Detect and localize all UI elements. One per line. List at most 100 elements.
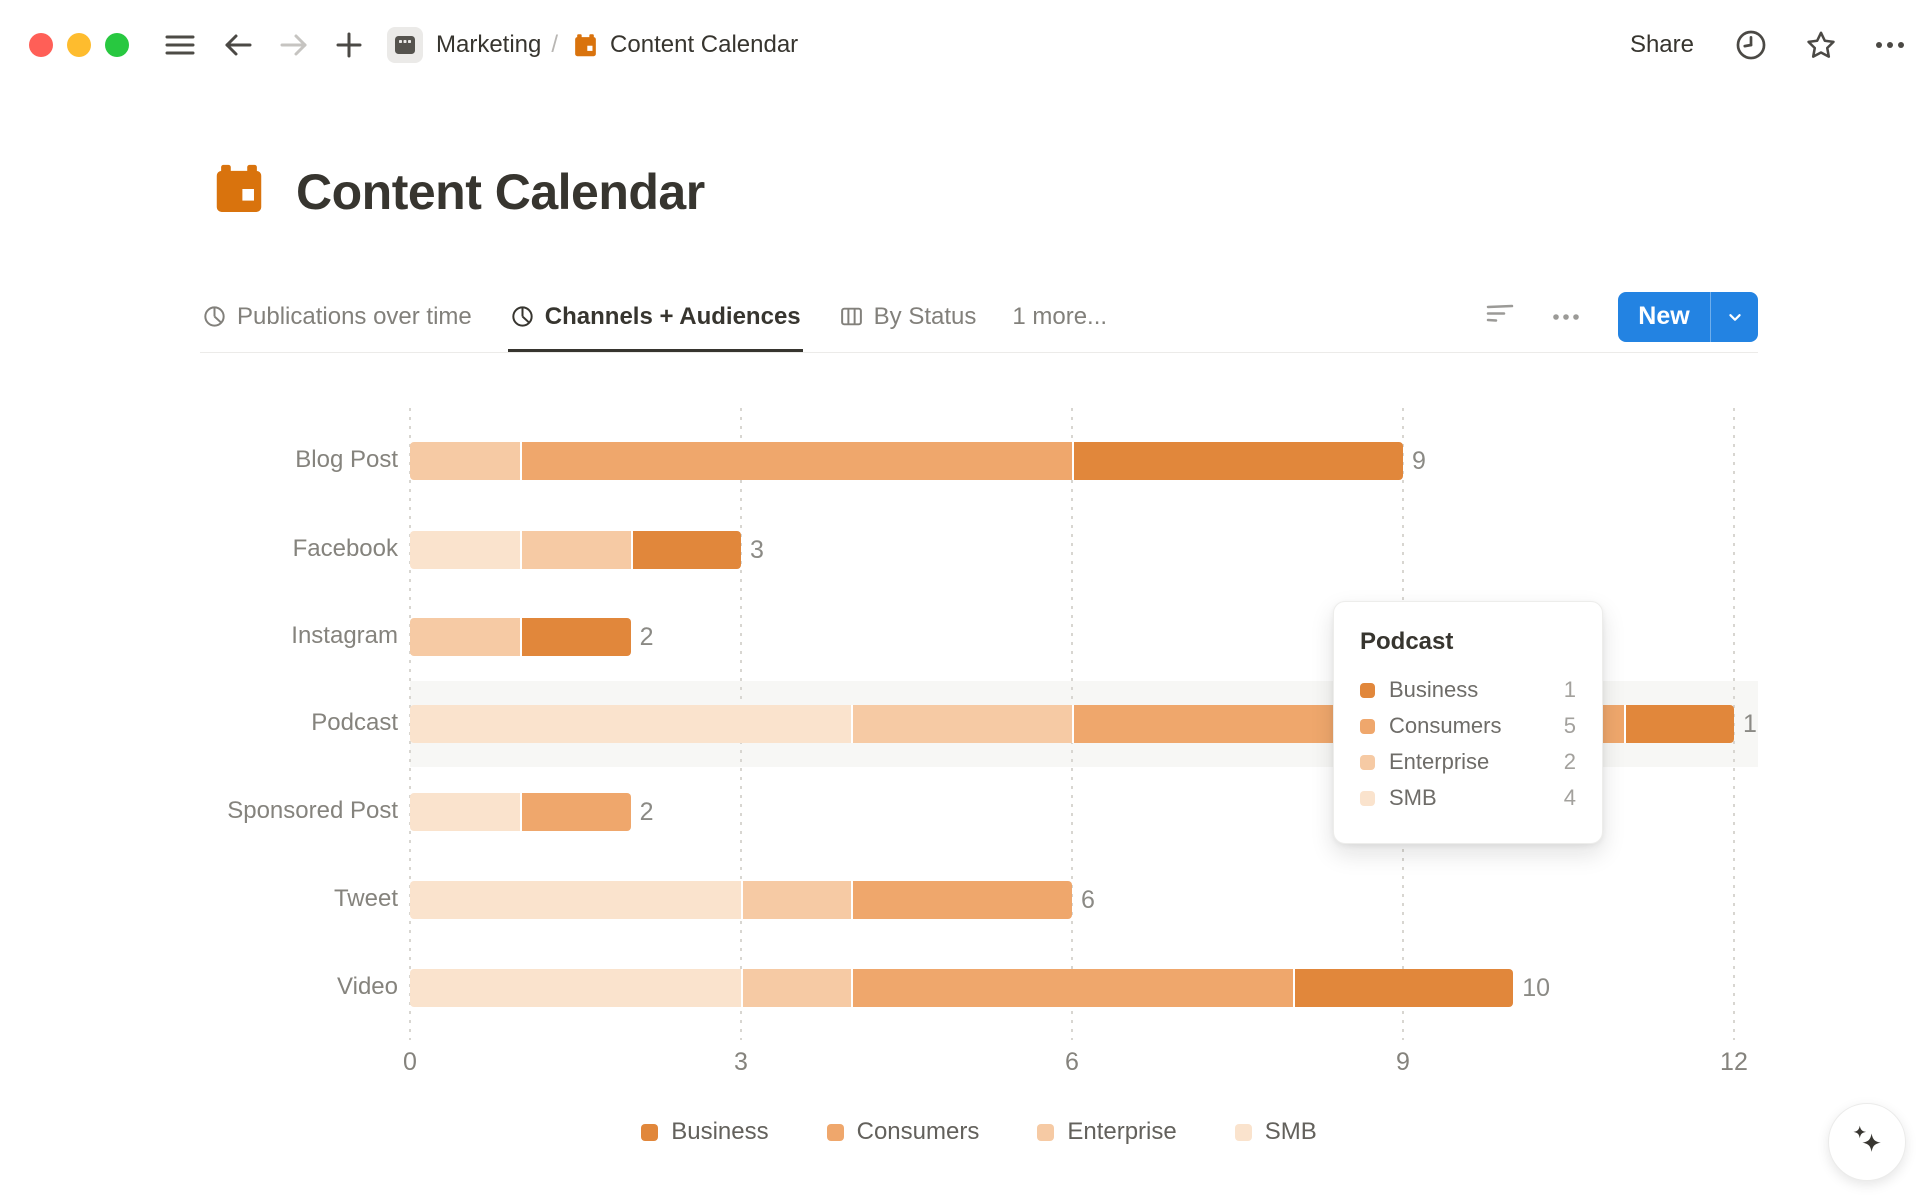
tab-by-status[interactable]: By Status	[837, 281, 979, 352]
bar-total-label: 9	[1411, 446, 1426, 475]
tooltip-series-label: Enterprise	[1389, 749, 1490, 774]
filter-sort-icon[interactable]	[1486, 302, 1514, 331]
workspace-icon[interactable]	[387, 27, 423, 63]
tooltip-row-business: Business 1	[1360, 672, 1576, 708]
bar-segment-smb[interactable]	[410, 969, 741, 1007]
chart-legend: Business Consumers Enterprise SMB	[200, 1118, 1758, 1146]
bar-segment-smb[interactable]	[410, 881, 741, 919]
legend-item-consumers[interactable]: Consumers	[826, 1118, 980, 1146]
bar-segment-business[interactable]	[1623, 705, 1734, 743]
bar-total-label: 10	[1522, 973, 1551, 1002]
bar-segment-smb[interactable]	[410, 531, 521, 569]
chevron-down-icon[interactable]	[1711, 306, 1758, 328]
legend-label: SMB	[1264, 1118, 1317, 1145]
x-axis-tick-label: 9	[1396, 1048, 1410, 1076]
tab-publications-over-time[interactable]: Publications over time	[200, 281, 474, 352]
new-button-label: New	[1638, 302, 1690, 330]
bar-segment-smb[interactable]	[410, 705, 852, 743]
legend-color-chip	[826, 1123, 844, 1141]
breadcrumb-page[interactable]: Content Calendar	[610, 31, 799, 58]
legend-item-smb[interactable]: SMB	[1234, 1118, 1317, 1146]
page-title-calendar-icon[interactable]	[210, 160, 268, 223]
tooltip-series-label: Consumers	[1389, 713, 1502, 738]
macos-zoom-button[interactable]	[105, 33, 129, 57]
share-button[interactable]: Share	[1629, 31, 1694, 58]
bar-segment-consumers[interactable]	[520, 793, 631, 831]
bar-row-facebook[interactable]: 3	[410, 531, 1758, 569]
bar-segment-business[interactable]	[1071, 442, 1403, 480]
favorite-star-icon[interactable]	[1804, 28, 1838, 62]
legend-label: Consumers	[856, 1118, 980, 1145]
tooltip-series-label: Business	[1389, 677, 1479, 702]
bar-segment-enterprise[interactable]	[410, 618, 521, 656]
tab-channels-audiences[interactable]: Channels + Audiences	[508, 281, 803, 352]
ai-assistant-button[interactable]	[1828, 1103, 1906, 1181]
tab-label: Publications over time	[237, 302, 472, 330]
bar-segment-enterprise[interactable]	[740, 881, 852, 919]
breadcrumb-workspace[interactable]: Marketing	[436, 31, 542, 58]
bar-row-instagram[interactable]: 2	[410, 618, 1758, 656]
sidebar-toggle-menu-icon[interactable]	[165, 31, 195, 59]
tooltip-series-value: 5	[1563, 713, 1576, 738]
bar-segment-enterprise[interactable]	[410, 442, 521, 480]
bar-row-video[interactable]: 10	[410, 969, 1758, 1007]
legend-label: Enterprise	[1067, 1118, 1177, 1145]
bar-total-label: 2	[639, 797, 654, 826]
x-axis-tick-label: 0	[403, 1048, 417, 1076]
new-button-divider	[1710, 291, 1711, 342]
legend-color-chip	[1037, 1123, 1055, 1141]
view-options-ellipsis-icon[interactable]	[1552, 308, 1580, 326]
gridline-x-12	[1732, 408, 1735, 1040]
bar-segment-business[interactable]	[1292, 969, 1514, 1007]
history-clock-icon[interactable]	[1734, 28, 1768, 62]
pie-chart-icon	[512, 306, 533, 327]
forward-arrow-icon[interactable]	[279, 31, 309, 59]
more-views-link[interactable]: 1 more...	[1012, 302, 1108, 330]
bar-segment-consumers[interactable]	[520, 442, 1072, 480]
macos-close-button[interactable]	[29, 33, 53, 57]
more-options-ellipsis-icon[interactable]	[1874, 40, 1906, 50]
bar-segment-business[interactable]	[630, 531, 741, 569]
tooltip-series-value: 1	[1563, 677, 1576, 702]
tooltip-row-enterprise: Enterprise 2	[1360, 744, 1576, 780]
bar-segment-consumers[interactable]	[851, 969, 1293, 1007]
legend-item-business[interactable]: Business	[641, 1118, 769, 1146]
bar-row-sponsored-post[interactable]: 2	[410, 793, 1758, 831]
bar-segment-enterprise[interactable]	[740, 969, 852, 1007]
tooltip-color-chip	[1360, 754, 1375, 770]
bar-segment-enterprise[interactable]	[520, 531, 631, 569]
bar-row-blog-post[interactable]: 9	[410, 442, 1758, 480]
tooltip-row-smb: SMB 4	[1360, 780, 1576, 816]
legend-item-enterprise[interactable]: Enterprise	[1037, 1118, 1177, 1146]
bar-segment-smb[interactable]	[410, 793, 521, 831]
chart-tooltip: Podcast Business 1 Consumers 5 Enterprise 2 SM…	[1333, 601, 1603, 844]
bar-total-label: 1	[1742, 709, 1757, 738]
category-label-sponsored-post: Sponsored Post	[227, 797, 398, 824]
pie-chart-icon	[204, 306, 225, 327]
x-axis-tick-label: 12	[1720, 1048, 1748, 1076]
bar-total-label: 6	[1080, 885, 1095, 914]
bar-segment-enterprise[interactable]	[851, 705, 1072, 743]
tooltip-title: Podcast	[1360, 628, 1454, 655]
bar-segment-consumers[interactable]	[851, 881, 1072, 919]
category-label-instagram: Instagram	[291, 622, 398, 649]
tab-label: Channels + Audiences	[544, 302, 801, 330]
tooltip-color-chip	[1360, 682, 1375, 698]
calendar-page-icon	[572, 32, 599, 59]
new-record-button[interactable]: New	[1618, 291, 1758, 342]
sparkles-icon	[1853, 1125, 1881, 1152]
new-tab-plus-icon[interactable]	[335, 31, 363, 59]
view-toolbar: New	[1486, 291, 1758, 342]
view-tabs-bar: Publications over time Channels + Audien…	[200, 281, 1758, 353]
board-columns-icon	[840, 307, 862, 326]
bar-segment-business[interactable]	[520, 618, 631, 656]
tooltip-series-value: 4	[1563, 785, 1576, 810]
tooltip-color-chip	[1360, 790, 1375, 806]
macos-minimize-button[interactable]	[67, 33, 91, 57]
legend-color-chip	[1234, 1123, 1252, 1141]
bar-row-tweet[interactable]: 6	[410, 881, 1758, 919]
page-title[interactable]: Content Calendar	[296, 163, 705, 220]
back-arrow-icon[interactable]	[223, 31, 253, 59]
breadcrumb-separator: /	[551, 31, 559, 58]
category-label-tweet: Tweet	[333, 885, 398, 912]
